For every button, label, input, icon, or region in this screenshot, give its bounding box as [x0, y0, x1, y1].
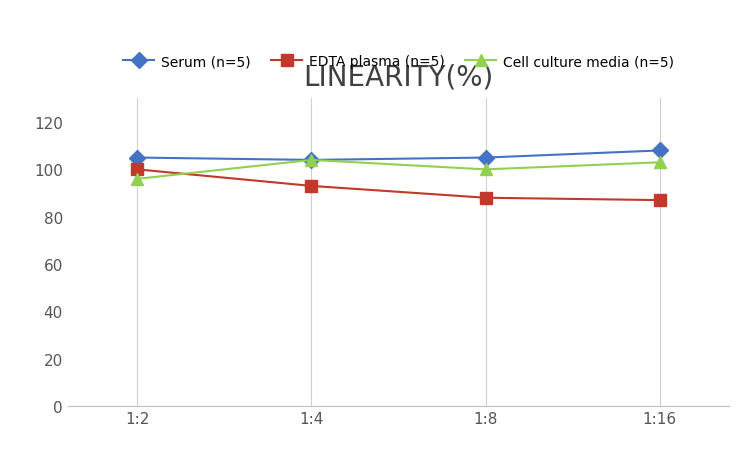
EDTA plasma (n=5): [655, 198, 664, 203]
Line: EDTA plasma (n=5): EDTA plasma (n=5): [132, 165, 666, 206]
EDTA plasma (n=5): [133, 167, 142, 173]
Cell culture media (n=5): [481, 167, 490, 173]
Serum (n=5): [307, 158, 316, 163]
Line: Cell culture media (n=5): Cell culture media (n=5): [131, 154, 666, 186]
Title: LINEARITY(%): LINEARITY(%): [304, 64, 493, 92]
Serum (n=5): [655, 148, 664, 154]
EDTA plasma (n=5): [307, 184, 316, 189]
Cell culture media (n=5): [133, 177, 142, 182]
Cell culture media (n=5): [307, 158, 316, 163]
Serum (n=5): [133, 156, 142, 161]
EDTA plasma (n=5): [481, 196, 490, 201]
Serum (n=5): [481, 156, 490, 161]
Legend: Serum (n=5), EDTA plasma (n=5), Cell culture media (n=5): Serum (n=5), EDTA plasma (n=5), Cell cul…: [119, 51, 678, 73]
Line: Serum (n=5): Serum (n=5): [132, 146, 666, 166]
Cell culture media (n=5): [655, 160, 664, 166]
